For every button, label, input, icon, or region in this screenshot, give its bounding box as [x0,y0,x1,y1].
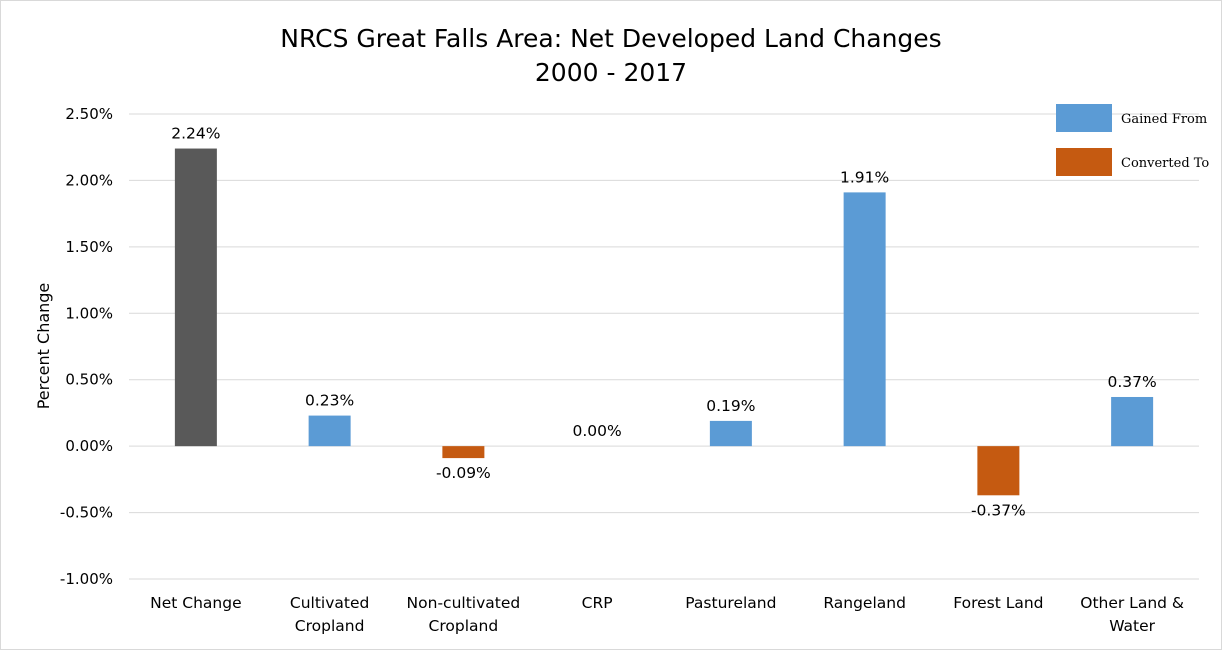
x-tick-label: Rangeland [823,594,906,612]
y-axis-ticks: 2.50% 2.00% 1.50% 1.00% 0.50% 0.00% -0.50% -1.0… [60,105,113,588]
x-tick-label: Non-cultivated [407,594,521,612]
bar [709,420,752,447]
data-label: -0.09% [436,464,491,482]
bar [442,446,485,459]
x-axis-categories: Net Change Cultivated Cropland Non-cultivat… [150,594,1184,635]
legend: Gained From Converted To [1056,104,1209,176]
x-tick-label: Cropland [429,617,499,635]
bar [1111,396,1154,447]
data-label: 0.00% [573,422,622,440]
x-tick-label: Water [1109,617,1155,635]
data-labels: 2.24% 0.23% -0.09% 0.00% 0.19% 1.91% -0.37% 0.3… [171,125,1157,520]
gridlines [129,113,1199,580]
data-label: 1.91% [840,168,889,186]
chart-subtitle: 2000 - 2017 [535,58,687,87]
y-tick-label: 2.50% [65,105,113,123]
x-tick-label: Cultivated [290,594,369,612]
y-tick-label: 0.00% [65,437,113,455]
legend-label-converted: Converted To [1121,156,1209,171]
y-tick-label: 0.50% [65,371,113,389]
data-label: 0.37% [1108,373,1157,391]
data-label: 0.23% [305,392,354,410]
x-tick-label: Cropland [295,617,365,635]
x-tick-label: Pastureland [685,594,776,612]
y-axis-label: Percent Change [34,283,53,410]
y-tick-label: -1.00% [60,570,113,588]
x-tick-label: Other Land & [1080,594,1184,612]
y-tick-label: 1.00% [65,304,113,322]
bar [174,148,217,447]
bars [174,148,1154,496]
bar [843,192,886,447]
legend-label-gained: Gained From [1121,112,1207,127]
chart-title: NRCS Great Falls Area: Net Developed Lan… [280,24,941,53]
data-label: 0.19% [706,397,755,415]
data-label: -0.37% [971,501,1026,519]
y-tick-label: -0.50% [60,504,113,522]
legend-swatch-gained [1056,104,1112,132]
x-tick-label: Net Change [150,594,241,612]
x-tick-label: Forest Land [953,594,1043,612]
x-tick-label: CRP [582,594,613,612]
data-label: 2.24% [171,125,220,143]
bar [977,446,1020,496]
y-tick-label: 2.00% [65,171,113,189]
y-tick-label: 1.50% [65,238,113,256]
legend-swatch-converted [1056,148,1112,176]
bar [308,415,351,447]
